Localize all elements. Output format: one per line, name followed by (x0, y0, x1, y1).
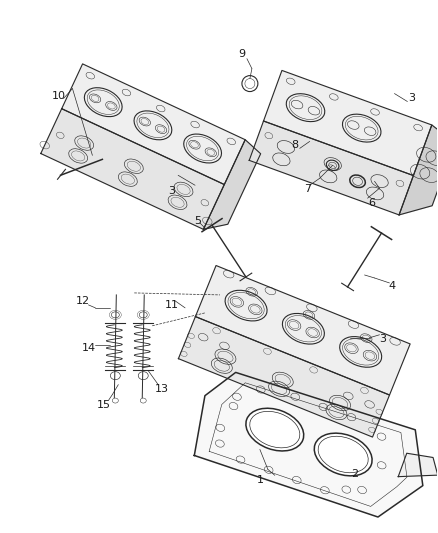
Text: 13: 13 (155, 384, 169, 393)
Ellipse shape (314, 433, 372, 476)
Text: 12: 12 (75, 296, 89, 306)
Polygon shape (62, 64, 245, 184)
Polygon shape (203, 140, 261, 229)
Polygon shape (399, 125, 438, 215)
Text: 3: 3 (169, 186, 176, 196)
Polygon shape (194, 373, 423, 517)
Polygon shape (41, 109, 224, 229)
Text: 5: 5 (194, 216, 201, 226)
Polygon shape (178, 317, 389, 437)
Text: 10: 10 (52, 91, 66, 101)
Text: 6: 6 (368, 198, 375, 208)
Text: 3: 3 (408, 93, 415, 102)
Ellipse shape (246, 408, 304, 451)
Text: 7: 7 (304, 184, 311, 194)
Text: 9: 9 (238, 49, 245, 59)
Text: 2: 2 (351, 470, 358, 479)
Text: 4: 4 (389, 281, 396, 291)
Polygon shape (398, 453, 438, 477)
Text: 8: 8 (291, 140, 298, 150)
Polygon shape (249, 121, 413, 215)
Polygon shape (195, 265, 410, 395)
Text: 14: 14 (81, 343, 95, 353)
Text: 11: 11 (165, 300, 179, 310)
Text: 15: 15 (96, 400, 110, 409)
Text: 3: 3 (379, 334, 386, 344)
Polygon shape (264, 70, 432, 175)
Text: 1: 1 (256, 475, 263, 486)
